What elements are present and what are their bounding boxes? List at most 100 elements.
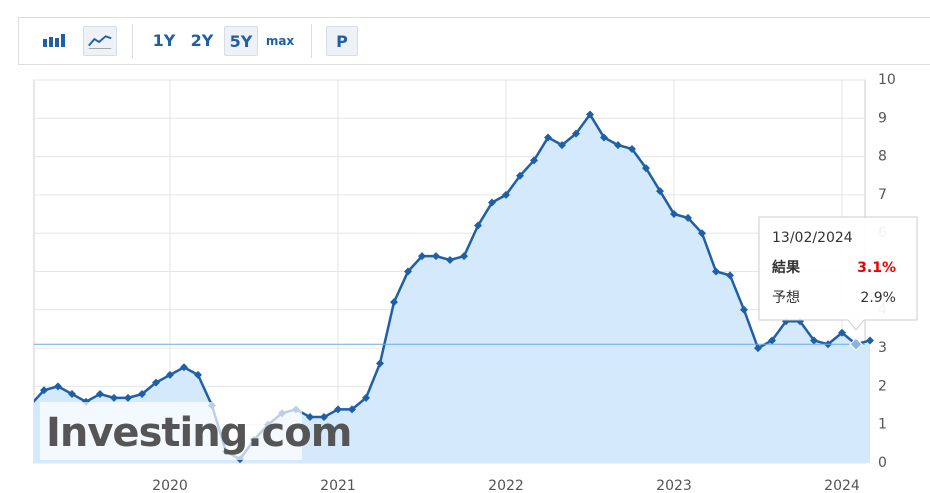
area xyxy=(34,114,870,463)
p-button[interactable]: P xyxy=(326,26,358,56)
point xyxy=(292,405,300,414)
range-button[interactable]: 2Y xyxy=(190,31,214,50)
y-tick-label: 10 xyxy=(878,72,896,88)
point xyxy=(516,171,524,180)
tooltip-value: 3.1% xyxy=(857,260,896,276)
point xyxy=(782,317,790,326)
point xyxy=(110,393,118,402)
x-tick-label: 2020 xyxy=(152,478,188,493)
x-tick-label: 2022 xyxy=(488,478,524,493)
toolbar: 1Y 2Y 5Y max P xyxy=(18,17,930,65)
point xyxy=(54,382,62,391)
range-button[interactable]: 5Y xyxy=(224,26,258,56)
point xyxy=(824,340,832,349)
point xyxy=(460,252,468,261)
point xyxy=(866,336,874,345)
point xyxy=(306,413,314,422)
tooltip-box xyxy=(758,216,918,331)
point xyxy=(390,298,398,307)
point xyxy=(404,267,412,276)
point xyxy=(684,213,692,222)
point xyxy=(810,336,818,345)
y-tick-label: 6 xyxy=(878,225,887,241)
y-tick-label: 5 xyxy=(878,264,887,280)
point xyxy=(320,413,328,422)
point xyxy=(124,393,132,402)
point xyxy=(376,359,384,368)
point xyxy=(600,133,608,142)
point xyxy=(82,397,90,406)
point xyxy=(502,190,510,199)
point xyxy=(222,447,230,456)
point xyxy=(642,164,650,173)
watermark-box: Investing.com xyxy=(40,402,352,460)
x-tick-label: 2021 xyxy=(320,478,356,493)
point xyxy=(236,455,244,463)
point xyxy=(530,156,538,165)
point xyxy=(250,436,258,445)
line-chart-icon[interactable] xyxy=(83,26,117,56)
watermark: Investing.com xyxy=(46,410,351,456)
range-button[interactable]: 1Y xyxy=(152,31,176,50)
point xyxy=(698,229,706,238)
separator xyxy=(132,24,133,58)
point xyxy=(152,378,160,387)
point xyxy=(418,252,426,261)
tooltip-date: 13/02/2024 xyxy=(772,230,853,246)
point xyxy=(138,390,146,399)
point xyxy=(586,110,594,119)
highlight-point xyxy=(849,337,863,351)
range-button[interactable]: max xyxy=(265,34,295,48)
point xyxy=(446,256,454,265)
y-tick-label: 0 xyxy=(878,455,887,471)
y-tick-label: 2 xyxy=(878,378,887,394)
point xyxy=(68,390,76,399)
point xyxy=(264,420,272,429)
point xyxy=(278,409,286,418)
point xyxy=(726,271,734,280)
point xyxy=(558,141,566,150)
tooltip-label: 結果 xyxy=(772,259,801,276)
point xyxy=(754,344,762,353)
y-tick-label: 3 xyxy=(878,340,887,356)
tooltip-label: 予想 xyxy=(772,290,800,306)
point xyxy=(362,393,370,402)
point xyxy=(488,198,496,207)
tooltip: 13/02/2024 結果 3.1% 予想 2.9% xyxy=(758,216,918,331)
point xyxy=(712,267,720,276)
separator xyxy=(311,24,312,58)
plot-border xyxy=(33,79,866,464)
x-tick-label: 2023 xyxy=(656,478,692,493)
point xyxy=(96,390,104,399)
bar-chart-icon[interactable] xyxy=(39,26,69,56)
point xyxy=(26,402,34,410)
point xyxy=(208,401,216,410)
point xyxy=(334,405,342,414)
point xyxy=(740,305,748,314)
point xyxy=(614,141,622,150)
series xyxy=(26,110,874,463)
point xyxy=(572,129,580,138)
point xyxy=(194,370,202,379)
watermark-bg xyxy=(40,402,302,460)
y-tick-label: 4 xyxy=(878,302,887,318)
tooltip-value: 2.9% xyxy=(860,290,896,306)
point xyxy=(474,221,482,230)
point xyxy=(656,187,664,196)
point xyxy=(852,340,860,349)
point xyxy=(348,405,356,414)
point xyxy=(40,386,48,395)
point xyxy=(180,363,188,372)
point xyxy=(432,252,440,261)
point xyxy=(838,328,846,337)
y-tick-label: 9 xyxy=(878,110,887,126)
line xyxy=(34,112,871,461)
y-tick-label: 1 xyxy=(878,417,887,433)
point xyxy=(166,370,174,379)
x-tick-label: 2024 xyxy=(824,478,860,493)
point xyxy=(544,133,552,142)
point xyxy=(768,336,776,345)
y-tick-label: 8 xyxy=(878,149,887,165)
